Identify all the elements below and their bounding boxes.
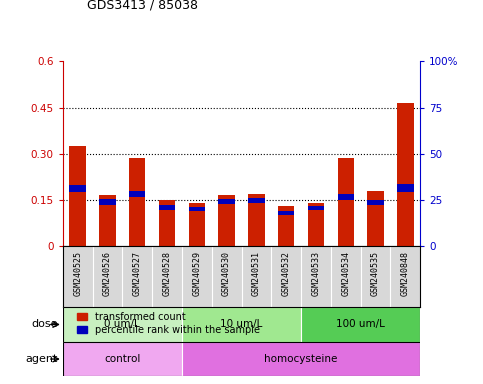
Bar [301,307,420,342]
Text: dose: dose [31,319,58,329]
Text: GDS3413 / 85038: GDS3413 / 85038 [87,0,198,12]
Bar [99,199,115,205]
Text: GSM240531: GSM240531 [252,251,261,296]
Bar [248,194,265,246]
Text: GSM240528: GSM240528 [163,251,171,296]
Bar [70,185,86,192]
Bar [278,211,294,215]
Text: 10 um/L: 10 um/L [220,319,263,329]
Bar [182,307,301,342]
Bar [189,203,205,246]
Text: homocysteine: homocysteine [264,354,338,364]
Bar [189,207,205,211]
Text: 0 um/L: 0 um/L [104,319,140,329]
Bar [129,191,145,197]
Bar [248,198,265,204]
Bar [63,342,182,376]
Bar [338,194,354,200]
Bar [278,207,294,246]
Bar [182,342,420,376]
Bar [63,307,182,342]
Bar [159,200,175,246]
Bar [99,195,115,246]
Bar [397,184,413,192]
Legend: transformed count, percentile rank within the sample: transformed count, percentile rank withi… [77,312,260,335]
Bar [129,158,145,246]
Bar [308,203,324,246]
Text: control: control [104,354,141,364]
Text: GSM240535: GSM240535 [371,251,380,296]
Text: agent: agent [26,354,58,364]
Bar [159,205,175,210]
Text: GSM240525: GSM240525 [73,251,82,296]
Text: GSM240532: GSM240532 [282,251,291,296]
Text: GSM240534: GSM240534 [341,251,350,296]
Text: GSM240526: GSM240526 [103,251,112,296]
Bar [397,103,413,246]
Bar [338,158,354,246]
Text: GSM240533: GSM240533 [312,251,320,296]
Text: GSM240530: GSM240530 [222,251,231,296]
Bar [308,206,324,210]
Bar [218,199,235,204]
Bar [368,191,384,246]
Bar [218,195,235,246]
Text: 100 um/L: 100 um/L [336,319,385,329]
Bar [368,200,384,205]
Text: GSM240529: GSM240529 [192,251,201,296]
Text: GSM240848: GSM240848 [401,251,410,296]
Text: GSM240527: GSM240527 [133,251,142,296]
Bar [70,146,86,246]
